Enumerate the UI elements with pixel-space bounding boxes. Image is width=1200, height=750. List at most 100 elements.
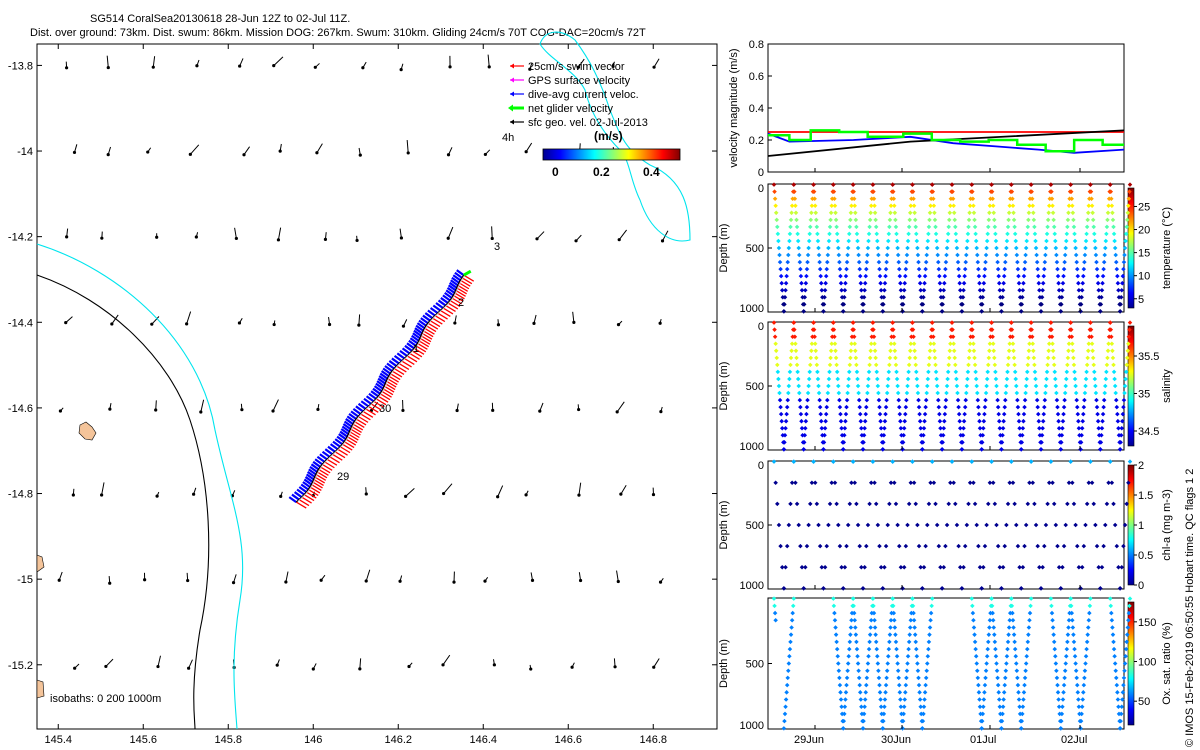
profile-sample bbox=[936, 404, 942, 410]
profile-sample bbox=[1025, 639, 1031, 645]
profile-sample bbox=[894, 376, 900, 382]
surface-velocity-arrow-head bbox=[529, 667, 533, 671]
swim-vector bbox=[321, 463, 333, 471]
dive-avg-current-vector bbox=[424, 312, 433, 319]
profile-sample bbox=[1078, 447, 1083, 452]
dive-avg-current-vector bbox=[409, 337, 419, 345]
profile-sample bbox=[1051, 632, 1056, 637]
profile-sample bbox=[906, 231, 911, 237]
swim-vector bbox=[437, 312, 448, 320]
profile-sample bbox=[925, 522, 930, 528]
legend-dive-avg-current-label: dive-avg current veloc. bbox=[528, 89, 639, 101]
surface-velocity-arrow-head bbox=[572, 320, 576, 324]
profile-sample bbox=[840, 718, 845, 724]
profile-sample bbox=[864, 259, 870, 265]
profile-sample bbox=[984, 522, 989, 528]
profile-sample bbox=[772, 603, 777, 609]
profile-sample bbox=[1053, 376, 1058, 382]
profile-sample bbox=[874, 369, 879, 375]
dive-avg-current-vector bbox=[329, 443, 339, 451]
profile-sample bbox=[1037, 295, 1043, 300]
profile-sample bbox=[969, 459, 975, 464]
profile-sample bbox=[925, 383, 930, 389]
profile-sample bbox=[1124, 217, 1130, 223]
profile-sample bbox=[840, 447, 846, 452]
profile-sample bbox=[854, 369, 860, 375]
profile-sample bbox=[1003, 675, 1008, 681]
profile-sample bbox=[886, 654, 891, 659]
swim-vector bbox=[421, 332, 433, 340]
glider-track bbox=[288, 269, 475, 509]
dive-avg-current-vector bbox=[444, 291, 453, 299]
profile-sample bbox=[965, 238, 970, 244]
swim-vector bbox=[370, 403, 382, 411]
profile-sample bbox=[896, 675, 901, 681]
profile-sample bbox=[998, 295, 1003, 300]
profile-sample bbox=[1111, 231, 1117, 237]
surface-velocity-arrow-head bbox=[401, 408, 405, 413]
profile-sample bbox=[1054, 390, 1059, 396]
swim-vector bbox=[316, 471, 328, 479]
profile-sample bbox=[831, 603, 837, 609]
profile-sample bbox=[1117, 309, 1123, 314]
profile-sample bbox=[853, 348, 858, 354]
profile-sample bbox=[833, 210, 838, 216]
swim-vector bbox=[319, 466, 331, 474]
surface-velocity-arrow-head bbox=[284, 580, 288, 584]
profile-sample bbox=[978, 433, 983, 438]
profile-sample bbox=[798, 273, 804, 279]
surface-velocity-arrow-head bbox=[355, 238, 359, 243]
profile-sample bbox=[1064, 654, 1069, 659]
surface-velocity-arrow bbox=[155, 400, 157, 411]
profile-sample bbox=[1016, 273, 1021, 279]
profile-sample bbox=[1035, 266, 1040, 272]
profile-sample bbox=[1116, 287, 1121, 293]
surface-velocity-arrow-head bbox=[578, 578, 583, 583]
depth-ylabel: Depth (m) bbox=[718, 224, 730, 273]
profile-sample bbox=[1123, 231, 1129, 237]
profile-sample bbox=[1084, 224, 1090, 230]
profile-sample bbox=[781, 309, 787, 314]
profile-sample bbox=[1086, 341, 1092, 347]
map-y-tick-label: -15.2 bbox=[8, 660, 33, 672]
profile-sample bbox=[1001, 411, 1007, 417]
profile-sample bbox=[1049, 189, 1054, 194]
profile-sample bbox=[865, 522, 871, 528]
profile-sample bbox=[939, 302, 944, 307]
profile-sample bbox=[860, 302, 865, 307]
profile-sample bbox=[914, 654, 920, 659]
profile-sample bbox=[879, 711, 884, 717]
profile-sample bbox=[943, 397, 949, 403]
profile-colorbar bbox=[1127, 325, 1135, 447]
profile-sample bbox=[961, 425, 966, 431]
profile-sample bbox=[829, 480, 834, 486]
profile-sample bbox=[942, 280, 947, 286]
surface-velocity-arrow-head bbox=[73, 666, 77, 670]
profile-sample bbox=[994, 252, 1000, 258]
profile-sample bbox=[840, 726, 846, 731]
profile-sample bbox=[895, 383, 900, 389]
profile-sample bbox=[1022, 682, 1027, 688]
profile-sample bbox=[1078, 726, 1083, 731]
islands bbox=[36, 421, 97, 699]
profile-sample bbox=[1106, 341, 1111, 347]
profile-sample bbox=[978, 440, 984, 445]
profile-sample bbox=[862, 704, 867, 709]
profile-sample bbox=[793, 203, 798, 209]
profile-sample bbox=[1025, 362, 1031, 368]
net-glider-velocity-vector bbox=[462, 269, 472, 277]
swim-vector bbox=[388, 375, 399, 383]
profile-sample bbox=[904, 397, 909, 403]
surface-velocity-arrow-head bbox=[110, 322, 114, 326]
profile-sample bbox=[899, 440, 905, 445]
profile-sample bbox=[922, 280, 927, 286]
profile-sample bbox=[876, 397, 882, 403]
profile-sample bbox=[906, 362, 912, 368]
surface-velocity-arrow-head bbox=[492, 663, 496, 667]
profile-sample bbox=[916, 675, 921, 681]
profile-sample bbox=[882, 418, 888, 424]
profile-sample bbox=[1089, 334, 1094, 339]
profile-sample bbox=[864, 543, 869, 549]
profile-sample bbox=[932, 217, 938, 223]
swim-vector bbox=[334, 451, 346, 459]
